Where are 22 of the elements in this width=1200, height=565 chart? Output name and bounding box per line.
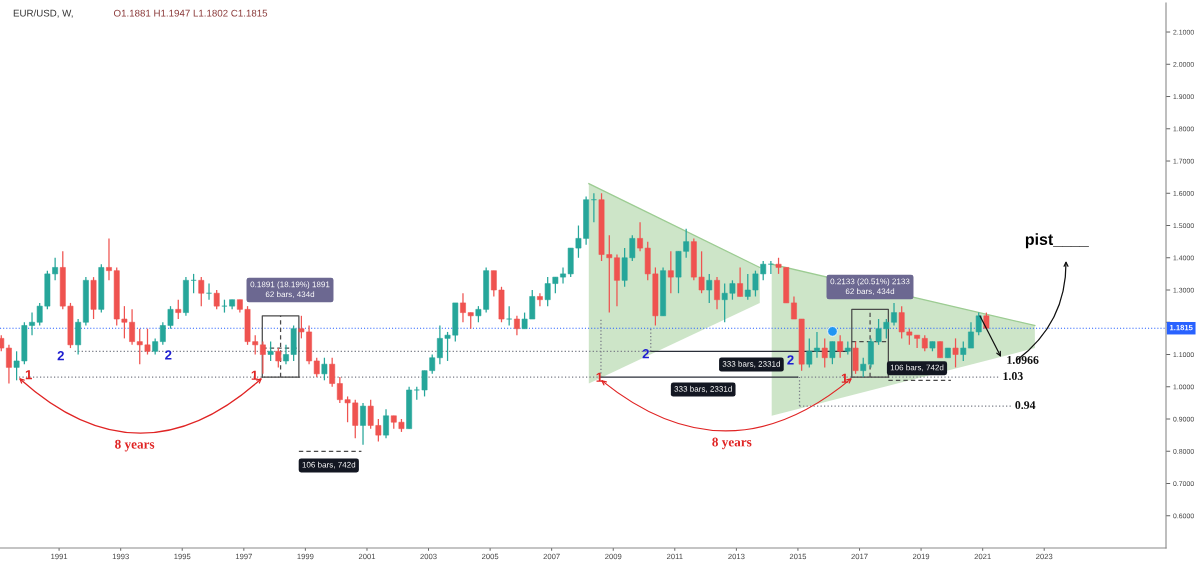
annotation: 1: [596, 372, 603, 382]
annotation: 8 years: [115, 439, 155, 452]
text: EUR/USD, W,: [13, 9, 73, 18]
annotation: 0.94: [1015, 401, 1036, 410]
annotation: pist____: [1025, 233, 1089, 249]
annotation: 2: [57, 351, 64, 361]
annotation: 1: [25, 370, 32, 380]
annotation: 8 years: [712, 437, 752, 450]
text: O1.1881 H1.1947 L1.1802 C1.1815: [113, 9, 268, 17]
annotation: 106 bars, 742d: [302, 461, 356, 469]
annotation: 333 bars, 2331d: [722, 360, 780, 368]
annotation: 0.2133 (20.51%) 2133 62 bars, 434d: [830, 278, 910, 296]
annotation: 2: [165, 350, 172, 360]
annotation: 0.1891 (18.19%) 1891 62 bars, 434d: [250, 281, 330, 299]
annotation: 333 bars, 2331d: [674, 385, 732, 393]
annotation: 2: [642, 349, 649, 359]
annotation: 1.03: [1003, 372, 1023, 381]
annotation: 1: [251, 370, 258, 380]
annotation: 1: [841, 373, 848, 383]
annotation: 106 bars, 742d: [890, 364, 944, 372]
annotation: 2: [787, 355, 794, 365]
annotation: 1.0966: [1007, 355, 1039, 364]
